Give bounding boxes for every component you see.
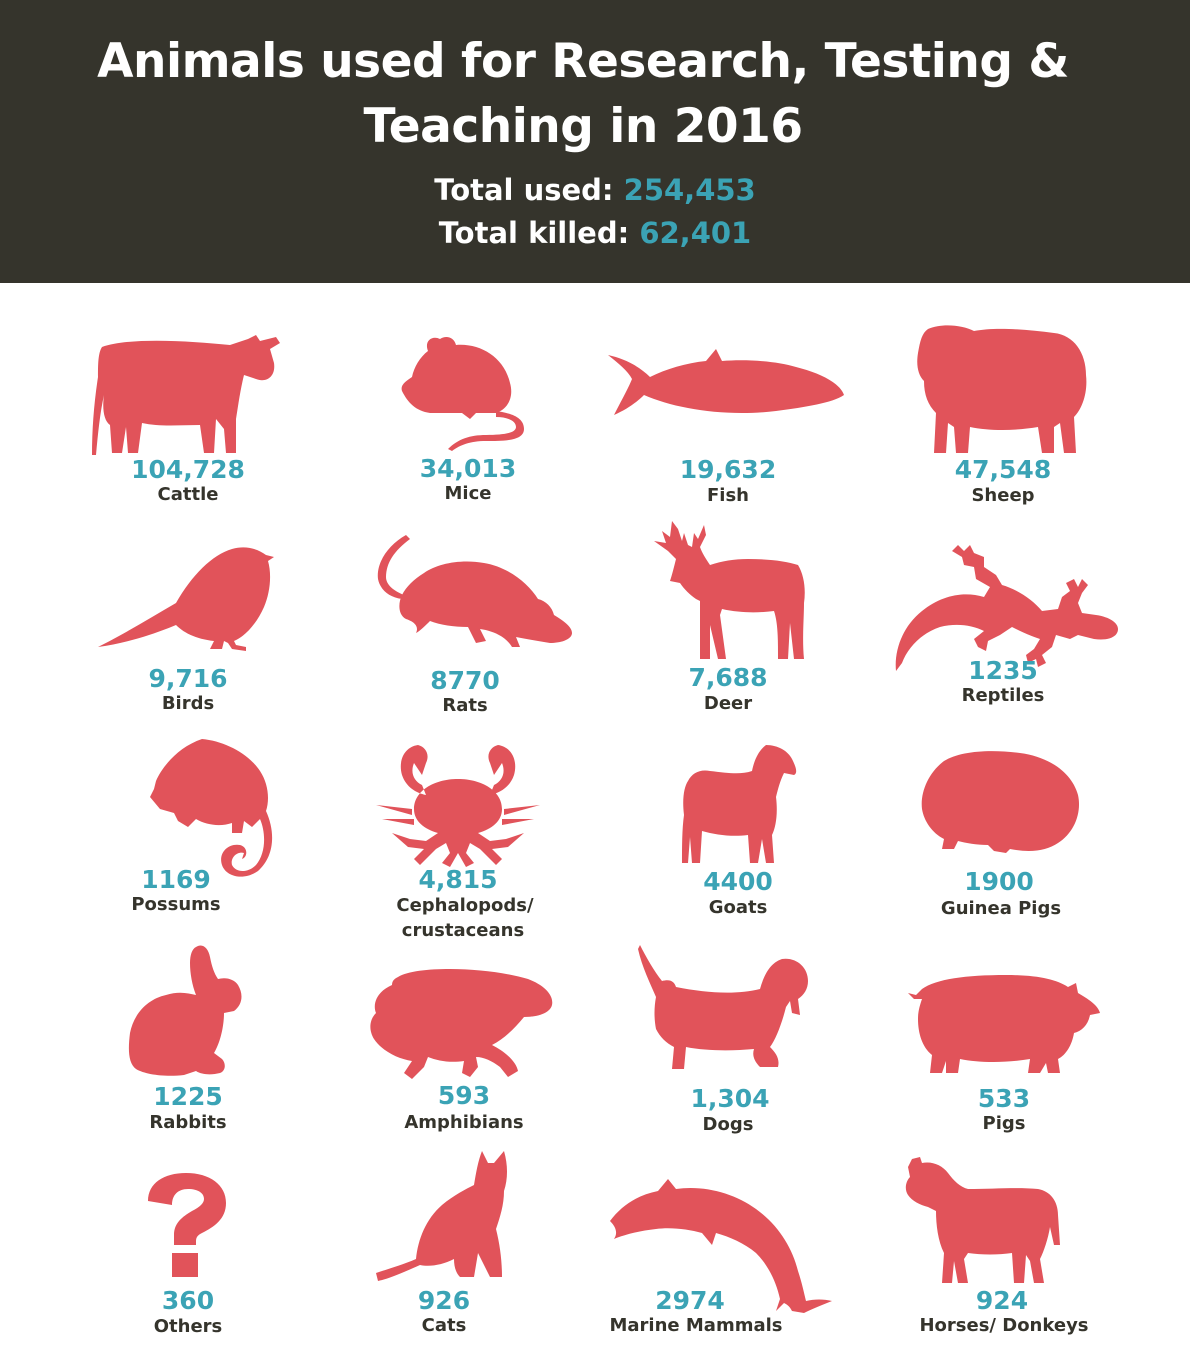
frog-icon (368, 967, 554, 1081)
count-goats: 4400 (703, 867, 773, 896)
count-horses-donkeys: 924 (975, 1286, 1029, 1315)
label-pigs: Pigs (982, 1113, 1026, 1134)
count-rats: 8770 (430, 666, 500, 695)
count-pigs: 533 (977, 1084, 1031, 1113)
count-possums: 1169 (141, 865, 211, 894)
lizard-icon (892, 543, 1120, 675)
count-crustaceans: 4,815 (418, 865, 498, 894)
count-cats: 926 (417, 1286, 471, 1315)
guinea-pig-icon (920, 749, 1082, 855)
label-crustaceans: crustaceans (401, 920, 525, 941)
count-birds: 9,716 (148, 664, 228, 693)
count-rabbits: 1225 (153, 1082, 223, 1111)
count-mice: 34,013 (419, 454, 517, 483)
cat-icon (374, 1149, 516, 1283)
label-amphibians: Amphibians (404, 1112, 524, 1133)
total-used-value: 254,453 (623, 173, 756, 207)
label-fish: Fish (707, 485, 749, 506)
rabbit-icon (126, 943, 246, 1079)
count-others: 360 (161, 1286, 215, 1315)
total-killed: Total killed: 62,401 (0, 216, 1190, 250)
label-horses-donkeys: Horses/ Donkeys (919, 1315, 1089, 1336)
rat-icon (358, 533, 574, 663)
pig-icon (906, 969, 1100, 1075)
count-cattle: 104,728 (131, 455, 245, 484)
question-mark-icon (146, 1171, 228, 1279)
count-amphibians: 593 (437, 1081, 491, 1110)
label-possums: Possums (131, 894, 221, 915)
sheep-icon (914, 323, 1090, 457)
animal-grid: 104,728 Cattle 34,013 Mice 19,632 Fish 4… (0, 283, 1190, 1372)
mouse-icon (400, 333, 526, 451)
label-deer: Deer (703, 693, 753, 714)
horse-icon (902, 1155, 1062, 1287)
count-sheep: 47,548 (954, 455, 1052, 484)
label-marine-mammals: Marine Mammals (609, 1315, 783, 1336)
cow-icon (90, 333, 282, 457)
label-dogs: Dogs (702, 1114, 754, 1135)
header-banner: Animals used for Research, Testing & Tea… (0, 0, 1190, 283)
label-rabbits: Rabbits (149, 1112, 227, 1133)
count-reptiles: 1235 (968, 656, 1038, 685)
label-birds: Birds (161, 693, 215, 714)
crab-icon (374, 735, 542, 869)
total-killed-label: Total killed: (438, 216, 630, 250)
label-mice: Mice (444, 483, 492, 504)
label-guinea-pigs: Guinea Pigs (940, 898, 1062, 919)
label-others: Others (153, 1316, 223, 1337)
label-goats: Goats (708, 897, 768, 918)
deer-icon (648, 519, 808, 661)
label-cattle: Cattle (157, 484, 219, 505)
label-cephalopods: Cephalopods/ (396, 895, 534, 916)
count-fish: 19,632 (679, 455, 777, 484)
total-killed-value: 62,401 (639, 216, 752, 250)
page-title-line-1: Animals used for Research, Testing & (97, 34, 1069, 89)
dolphin-icon (608, 1173, 834, 1315)
count-marine-mammals: 2974 (655, 1286, 725, 1315)
label-rats: Rats (442, 695, 488, 716)
label-cats: Cats (421, 1315, 467, 1336)
page-title-line-2: Teaching in 2016 (363, 99, 803, 154)
label-reptiles: Reptiles (961, 685, 1045, 706)
goat-icon (680, 743, 800, 865)
possum-icon (148, 737, 274, 879)
label-sheep: Sheep (971, 485, 1035, 506)
fish-icon (606, 347, 846, 423)
count-dogs: 1,304 (690, 1084, 770, 1113)
count-guinea-pigs: 1900 (964, 867, 1034, 896)
count-deer: 7,688 (688, 663, 768, 692)
bird-icon (96, 545, 276, 653)
total-used-label: Total used: (434, 173, 614, 207)
total-used: Total used: 254,453 (0, 173, 1190, 207)
dog-icon (636, 943, 810, 1075)
